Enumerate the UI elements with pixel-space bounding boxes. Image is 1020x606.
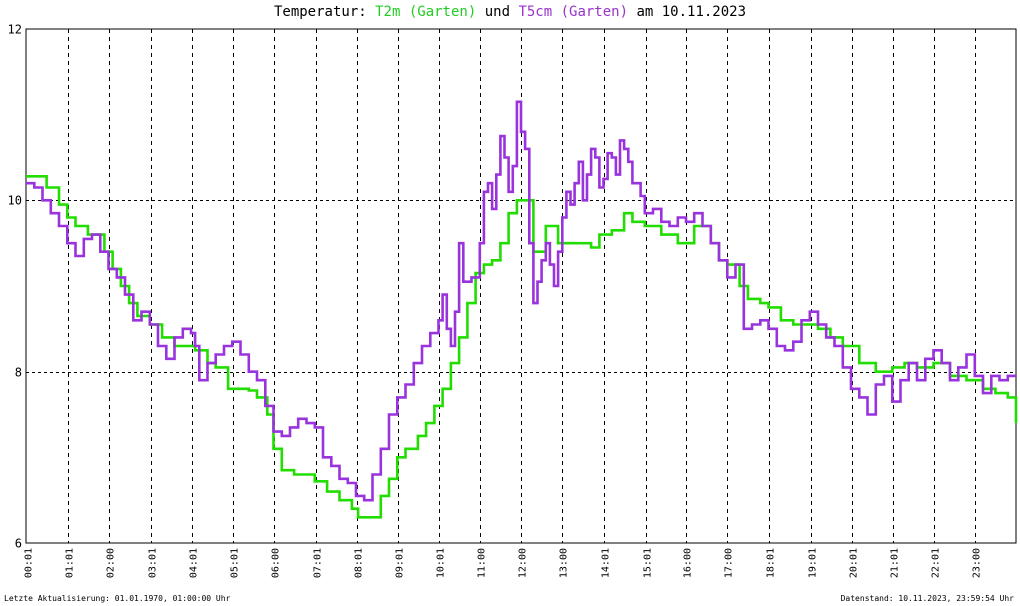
- x-tick-label: 10:01: [436, 548, 447, 578]
- x-tick-label: 16:00: [683, 548, 694, 578]
- x-tick-label: 08:01: [354, 548, 365, 578]
- series-line-t5cm: [26, 100, 1016, 502]
- x-tick-label: 09:01: [395, 548, 406, 578]
- x-tick-label: 02:00: [106, 548, 117, 578]
- x-tick-label: 23:00: [972, 548, 983, 578]
- x-tick-label: 06:00: [271, 548, 282, 578]
- x-tick-label: 18:01: [766, 548, 777, 578]
- x-tick-label: 11:00: [477, 548, 488, 578]
- x-tick-label: 13:00: [559, 548, 570, 578]
- x-tick-label: 21:01: [890, 548, 901, 578]
- x-tick-label: 07:01: [313, 548, 324, 578]
- x-tick-label: 01:01: [65, 548, 76, 578]
- x-tick-label: 12:00: [518, 548, 529, 578]
- x-tick-label: 15:01: [643, 548, 654, 578]
- x-tick-label: 19:01: [808, 548, 819, 578]
- title-suffix: am 10.11.2023: [628, 4, 747, 20]
- title-series2: T5cm (Garten): [518, 4, 629, 20]
- x-tick-label: 22:01: [931, 548, 942, 578]
- x-tick-label: 05:01: [230, 548, 241, 578]
- title-prefix: Temperatur:: [273, 4, 376, 20]
- x-tick-label: 03:01: [148, 548, 159, 578]
- x-tick-label: 04:01: [189, 548, 200, 578]
- title-joiner: und: [476, 4, 519, 20]
- y-tick-label: 12: [8, 23, 22, 37]
- chart-title: Temperatur: T2m (Garten) und T5cm (Garte…: [0, 4, 1020, 20]
- x-tick-label: 14:01: [601, 548, 612, 578]
- y-tick-label: 8: [15, 366, 22, 380]
- y-tick-label: 10: [8, 194, 22, 208]
- x-tick-label: 20:01: [849, 548, 860, 578]
- series-line-t2m: [26, 175, 1018, 519]
- x-tick-label: 17:00: [724, 548, 735, 578]
- y-tick-label: 6: [15, 537, 22, 551]
- x-tick-label: 00:01: [24, 548, 35, 578]
- last-update-note: Letzte Aktualisierung: 01.01.1970, 01:00…: [4, 594, 231, 603]
- title-series1: T2m (Garten): [375, 4, 477, 20]
- data-timestamp-note: Datenstand: 10.11.2023, 23:59:54 Uhr: [840, 594, 1014, 603]
